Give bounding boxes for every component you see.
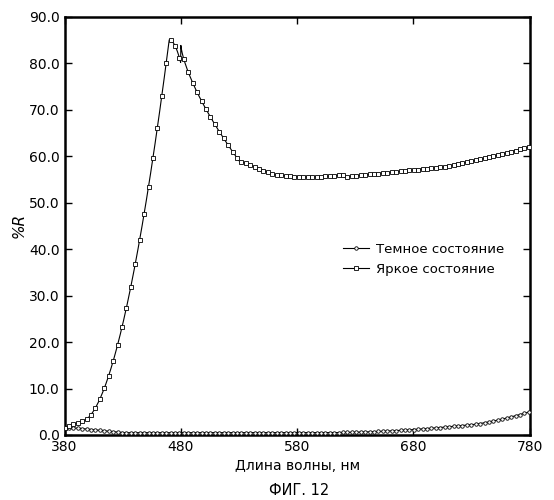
Яркое состояние bbox=[513, 148, 520, 154]
Темное состояние bbox=[513, 412, 520, 418]
Яркое состояние bbox=[275, 172, 282, 178]
Темное состояние bbox=[513, 412, 520, 418]
Line: Яркое состояние: Яркое состояние bbox=[63, 38, 531, 430]
Line: Темное состояние: Темное состояние bbox=[63, 410, 531, 434]
Legend: Темное состояние, Яркое состояние: Темное состояние, Яркое состояние bbox=[337, 238, 509, 281]
Яркое состояние bbox=[428, 166, 434, 172]
Темное состояние bbox=[526, 409, 533, 415]
Темное состояние bbox=[85, 426, 91, 432]
Темное состояние bbox=[288, 430, 294, 436]
X-axis label: Длина волны, нм: Длина волны, нм bbox=[234, 460, 360, 473]
Темное состояние bbox=[61, 425, 68, 431]
Яркое состояние bbox=[85, 414, 91, 420]
Темное состояние bbox=[119, 430, 126, 436]
Яркое состояние bbox=[61, 425, 68, 431]
Темное состояние bbox=[275, 430, 282, 436]
Яркое состояние bbox=[513, 148, 520, 154]
Яркое состояние bbox=[288, 174, 294, 180]
Y-axis label: %R: %R bbox=[11, 213, 26, 238]
Яркое состояние bbox=[526, 144, 533, 150]
Яркое состояние bbox=[166, 37, 172, 43]
Темное состояние bbox=[428, 426, 434, 432]
Text: ФИГ. 12: ФИГ. 12 bbox=[269, 483, 329, 498]
